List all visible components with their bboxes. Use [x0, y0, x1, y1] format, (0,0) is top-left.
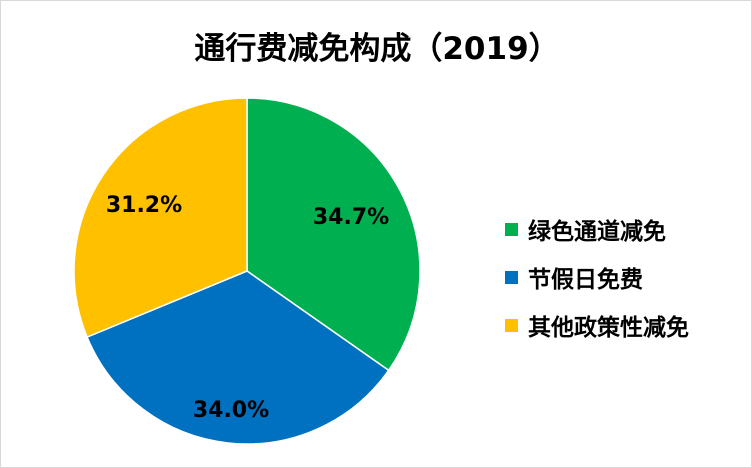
data-label: 31.2%: [106, 193, 182, 218]
data-label: 34.7%: [313, 205, 389, 230]
legend-swatch: [505, 270, 518, 284]
data-label: 34.0%: [193, 398, 269, 423]
legend-label: 节假日免费: [528, 267, 643, 293]
legend-item: 节假日免费: [505, 253, 689, 301]
pie-slice: [86, 270, 390, 445]
legend-item: 其他政策性减免: [505, 301, 689, 349]
legend-label: 绿色通道减免: [528, 219, 666, 245]
legend-label: 其他政策性减免: [528, 315, 689, 341]
chart-title: 通行费减免构成（2019）: [194, 31, 560, 67]
legend-swatch: [505, 222, 518, 236]
legend: 绿色通道减免 节假日免费 其他政策性减免: [505, 205, 689, 349]
legend-swatch: [505, 318, 518, 332]
legend-item: 绿色通道减免: [505, 205, 689, 253]
pie-slice: [246, 97, 421, 372]
pie-slice: [73, 97, 248, 338]
